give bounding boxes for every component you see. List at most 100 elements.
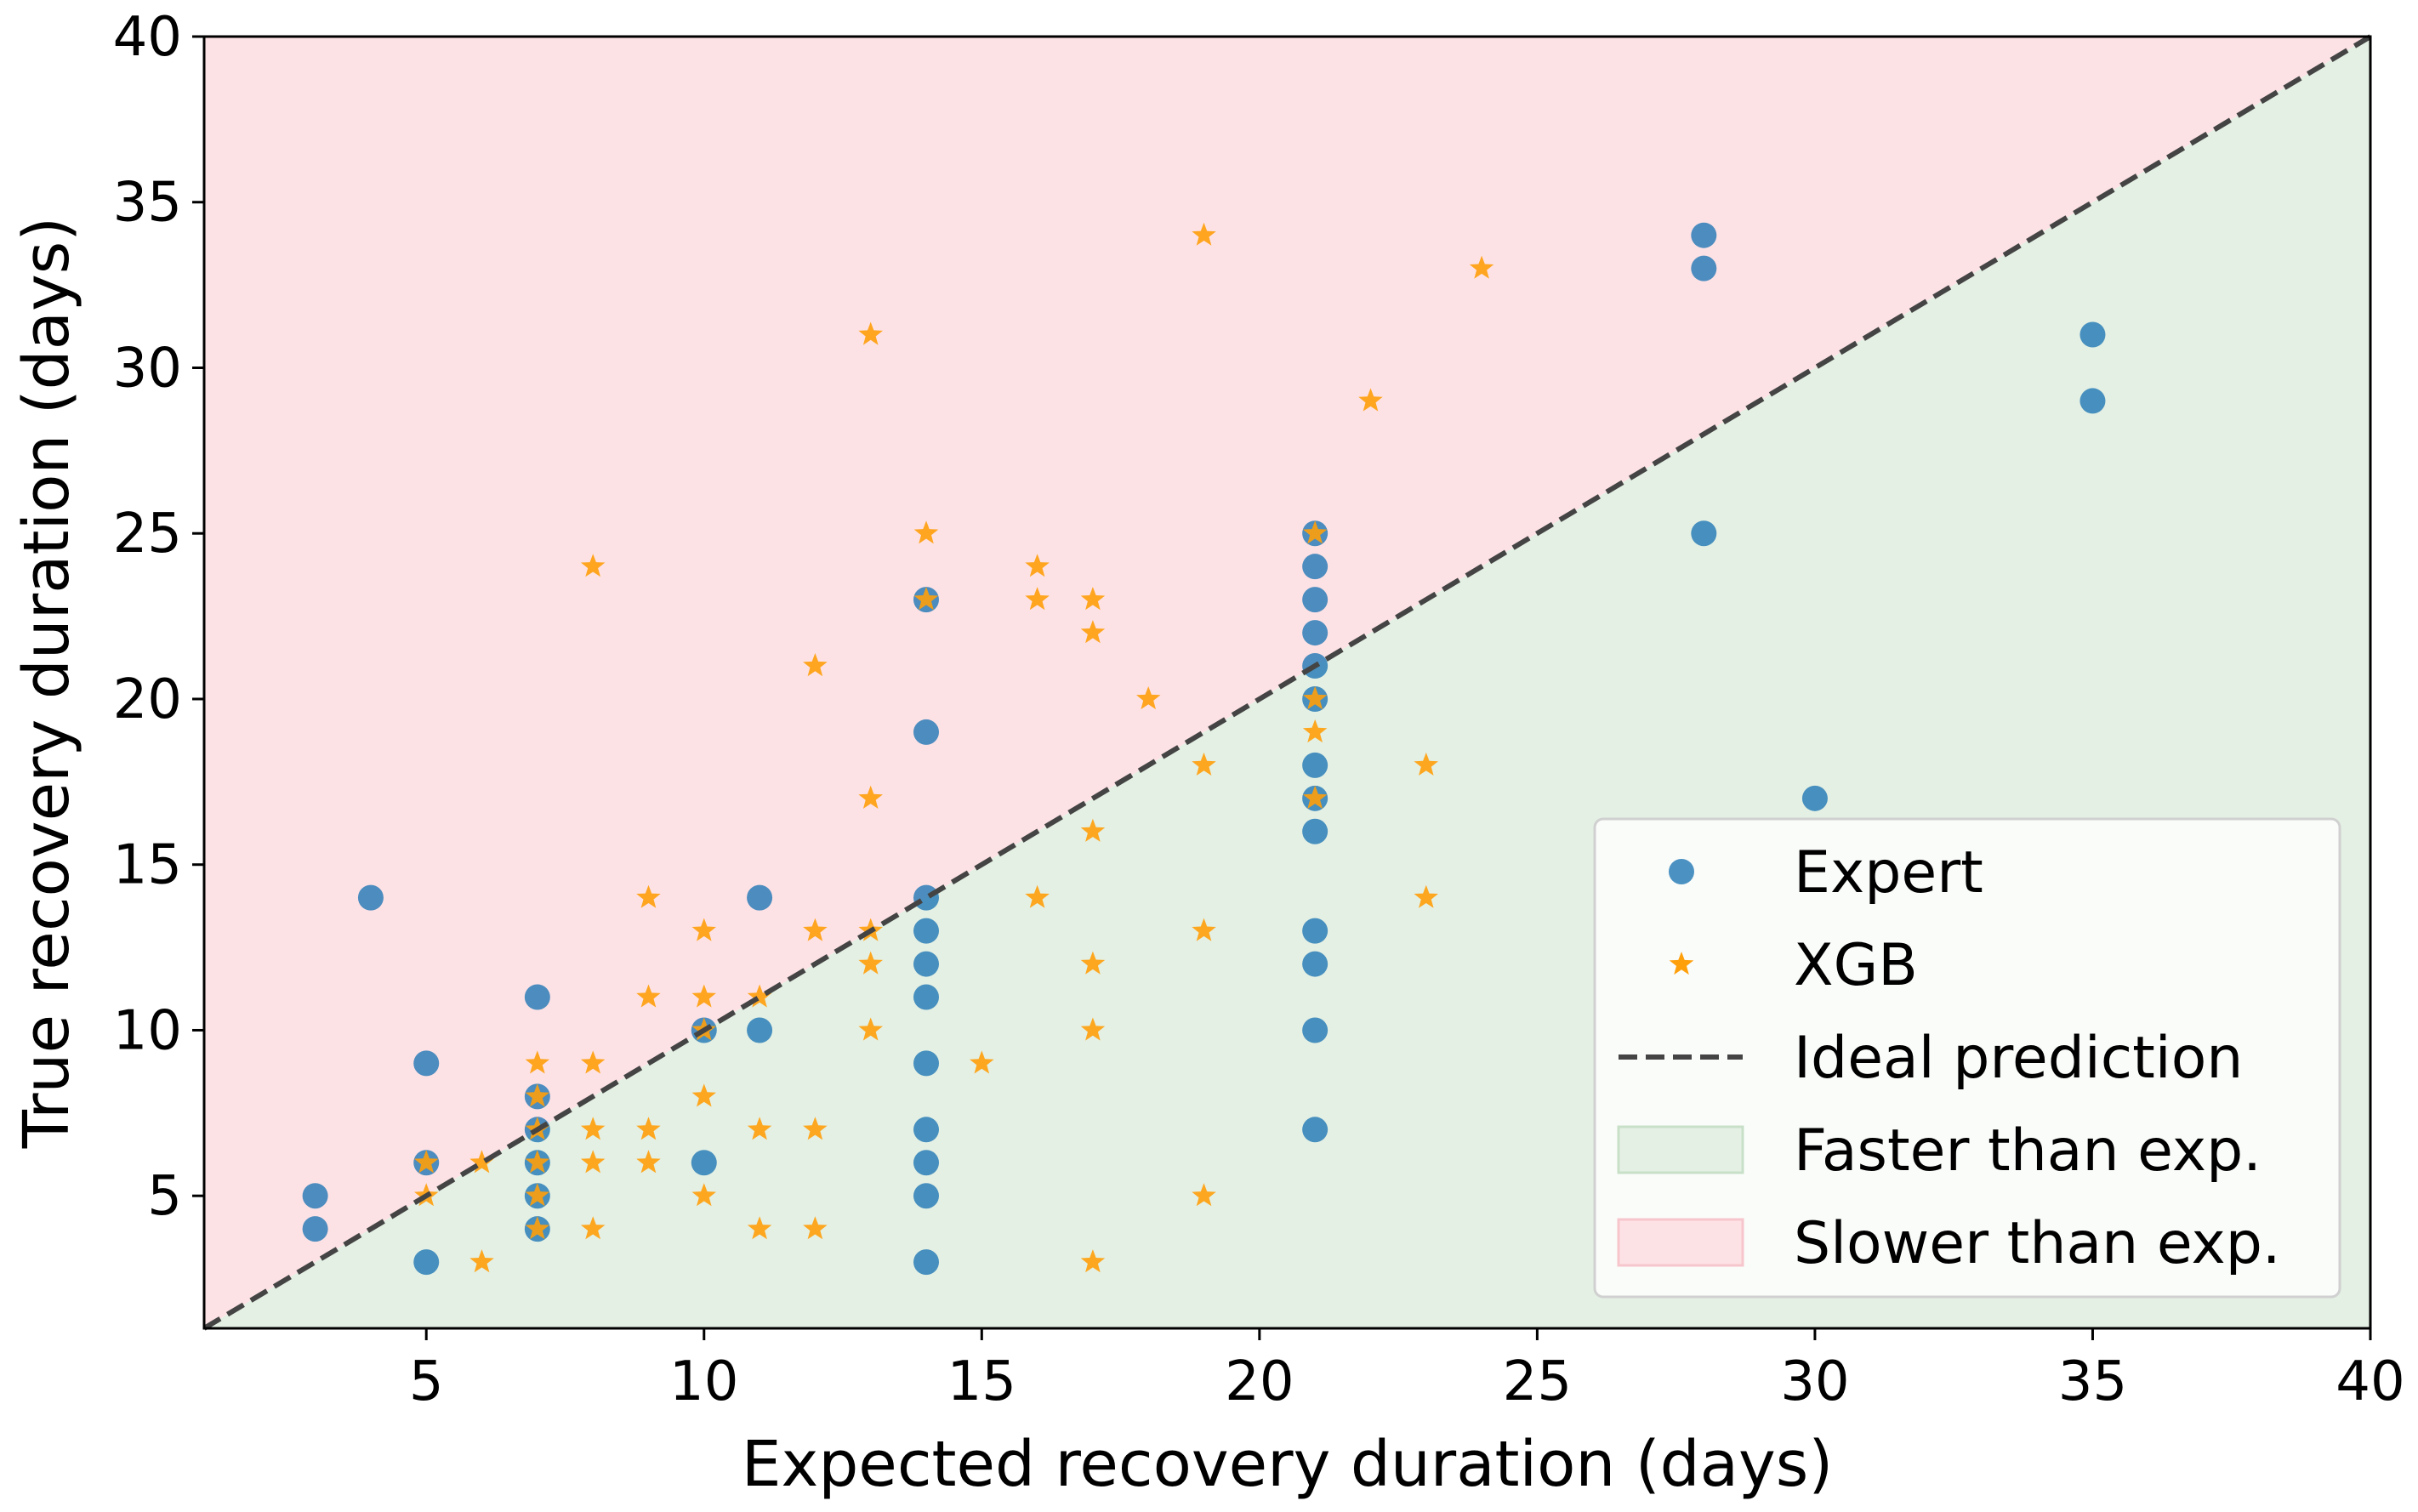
expert-point (747, 884, 773, 911)
xgb-point (803, 1117, 828, 1140)
x-tick-label: 35 (2058, 1350, 2127, 1413)
y-tick-label: 25 (113, 503, 182, 566)
x-tick-label: 10 (669, 1350, 738, 1413)
y-tick-label: 30 (113, 337, 182, 400)
xgb-point (1080, 1249, 1106, 1273)
expert-point (357, 884, 384, 911)
xgb-point (636, 884, 661, 908)
xgb-point (1192, 918, 1216, 941)
xgb-point (414, 1150, 439, 1174)
plot-axes: 5 10 15 20 25 30 35 40 5 10 15 20 25 30 35 40 (113, 6, 2405, 1413)
xgb-point (803, 1216, 828, 1240)
xgb-point (1136, 686, 1161, 710)
expert-point (1302, 1017, 1328, 1043)
expert-point (1302, 752, 1328, 778)
expert-point (913, 984, 939, 1010)
legend-label: XGB (1794, 932, 1918, 999)
expert-point (302, 1216, 328, 1242)
expert-point (524, 984, 550, 1010)
xgb-point (1025, 554, 1050, 577)
expert-point (913, 951, 939, 977)
y-tick-label: 15 (113, 834, 182, 897)
x-tick-label: 25 (1503, 1350, 1572, 1413)
xgb-point (1192, 222, 1216, 246)
expert-point (2079, 388, 2106, 414)
xgb-point (580, 1216, 606, 1240)
y-tick-label: 5 (147, 1165, 182, 1228)
expert-point (1302, 818, 1328, 844)
legend-xgb-marker (1669, 952, 1694, 975)
xgb-point (747, 984, 772, 1008)
xgb-point (525, 1216, 550, 1240)
legend-expert-marker (1669, 859, 1694, 884)
expert-point (913, 1183, 939, 1209)
xgb-point (1302, 785, 1328, 809)
y-tick-label: 35 (113, 172, 182, 235)
expert-point (913, 1117, 939, 1143)
x-tick-label: 40 (2336, 1350, 2404, 1413)
xgb-point (1025, 884, 1050, 908)
plot-frame (202, 35, 2372, 1330)
xgb-point (580, 1050, 606, 1074)
xgb-point (1358, 388, 1383, 412)
expert-point (1691, 255, 1717, 281)
ideal-prediction-line (202, 34, 2372, 1331)
xgb-point (1302, 686, 1328, 710)
legend-label: Slower than exp. (1794, 1210, 2281, 1277)
xgb-point (469, 1150, 494, 1174)
expert-point (1302, 1117, 1328, 1143)
xgb-point (1080, 1017, 1106, 1041)
expert-point (1302, 554, 1328, 580)
expert-point (913, 1150, 939, 1176)
expert-point (1691, 520, 1717, 547)
xgb-point (691, 1083, 716, 1107)
legend-label: Expert (1794, 839, 1983, 907)
xgb-point (747, 1117, 772, 1140)
x-tick-label: 30 (1780, 1350, 1849, 1413)
xgb-point (1080, 818, 1106, 842)
xgb-point (1414, 884, 1438, 908)
expert-point (1801, 785, 1828, 811)
expert-point (913, 1050, 939, 1077)
expert-point (913, 918, 939, 944)
xgb-point (525, 1183, 550, 1207)
y-axis-title: True recovery duration (days) (10, 217, 83, 1149)
y-tick-label: 40 (113, 6, 182, 69)
expert-point (413, 1249, 440, 1276)
expert-point (302, 1183, 328, 1209)
x-tick-label: 20 (1225, 1350, 1294, 1413)
xgb-point (858, 321, 883, 345)
xgb-point (1080, 587, 1106, 611)
legend-slower-swatch (1617, 1218, 1744, 1267)
legend: Expert XGB Ideal prediction Faster than exp… (1593, 817, 2341, 1299)
xgb-point (525, 1150, 550, 1174)
xgb-point (913, 587, 939, 611)
xgb-point (1469, 255, 1494, 279)
y-tick-label: 20 (113, 668, 182, 731)
xgb-point (525, 1050, 550, 1074)
xgb-point (970, 1050, 994, 1074)
expert-point (913, 1249, 939, 1276)
legend-label: Ideal prediction (1794, 1025, 2243, 1092)
xgb-point (636, 984, 661, 1008)
xgb-point (691, 984, 716, 1008)
expert-point (747, 1017, 773, 1043)
expert-point (913, 719, 939, 745)
x-tick-label: 5 (409, 1350, 444, 1413)
xgb-point (580, 554, 606, 577)
plot-marks (202, 34, 2372, 1331)
expert-point (1302, 918, 1328, 944)
xgb-point (525, 1083, 550, 1107)
xgb-point (469, 1249, 494, 1273)
xgb-point (858, 785, 883, 809)
xgb-point (1414, 752, 1438, 776)
xgb-point (1302, 520, 1328, 544)
xgb-point (913, 520, 939, 544)
xgb-point (636, 1150, 661, 1174)
legend-faster-swatch (1617, 1125, 1744, 1174)
xgb-point (1192, 1183, 1216, 1207)
expert-point (1302, 620, 1328, 646)
xgb-point (691, 918, 716, 941)
xgb-point (691, 1183, 716, 1207)
expert-point (413, 1050, 440, 1077)
